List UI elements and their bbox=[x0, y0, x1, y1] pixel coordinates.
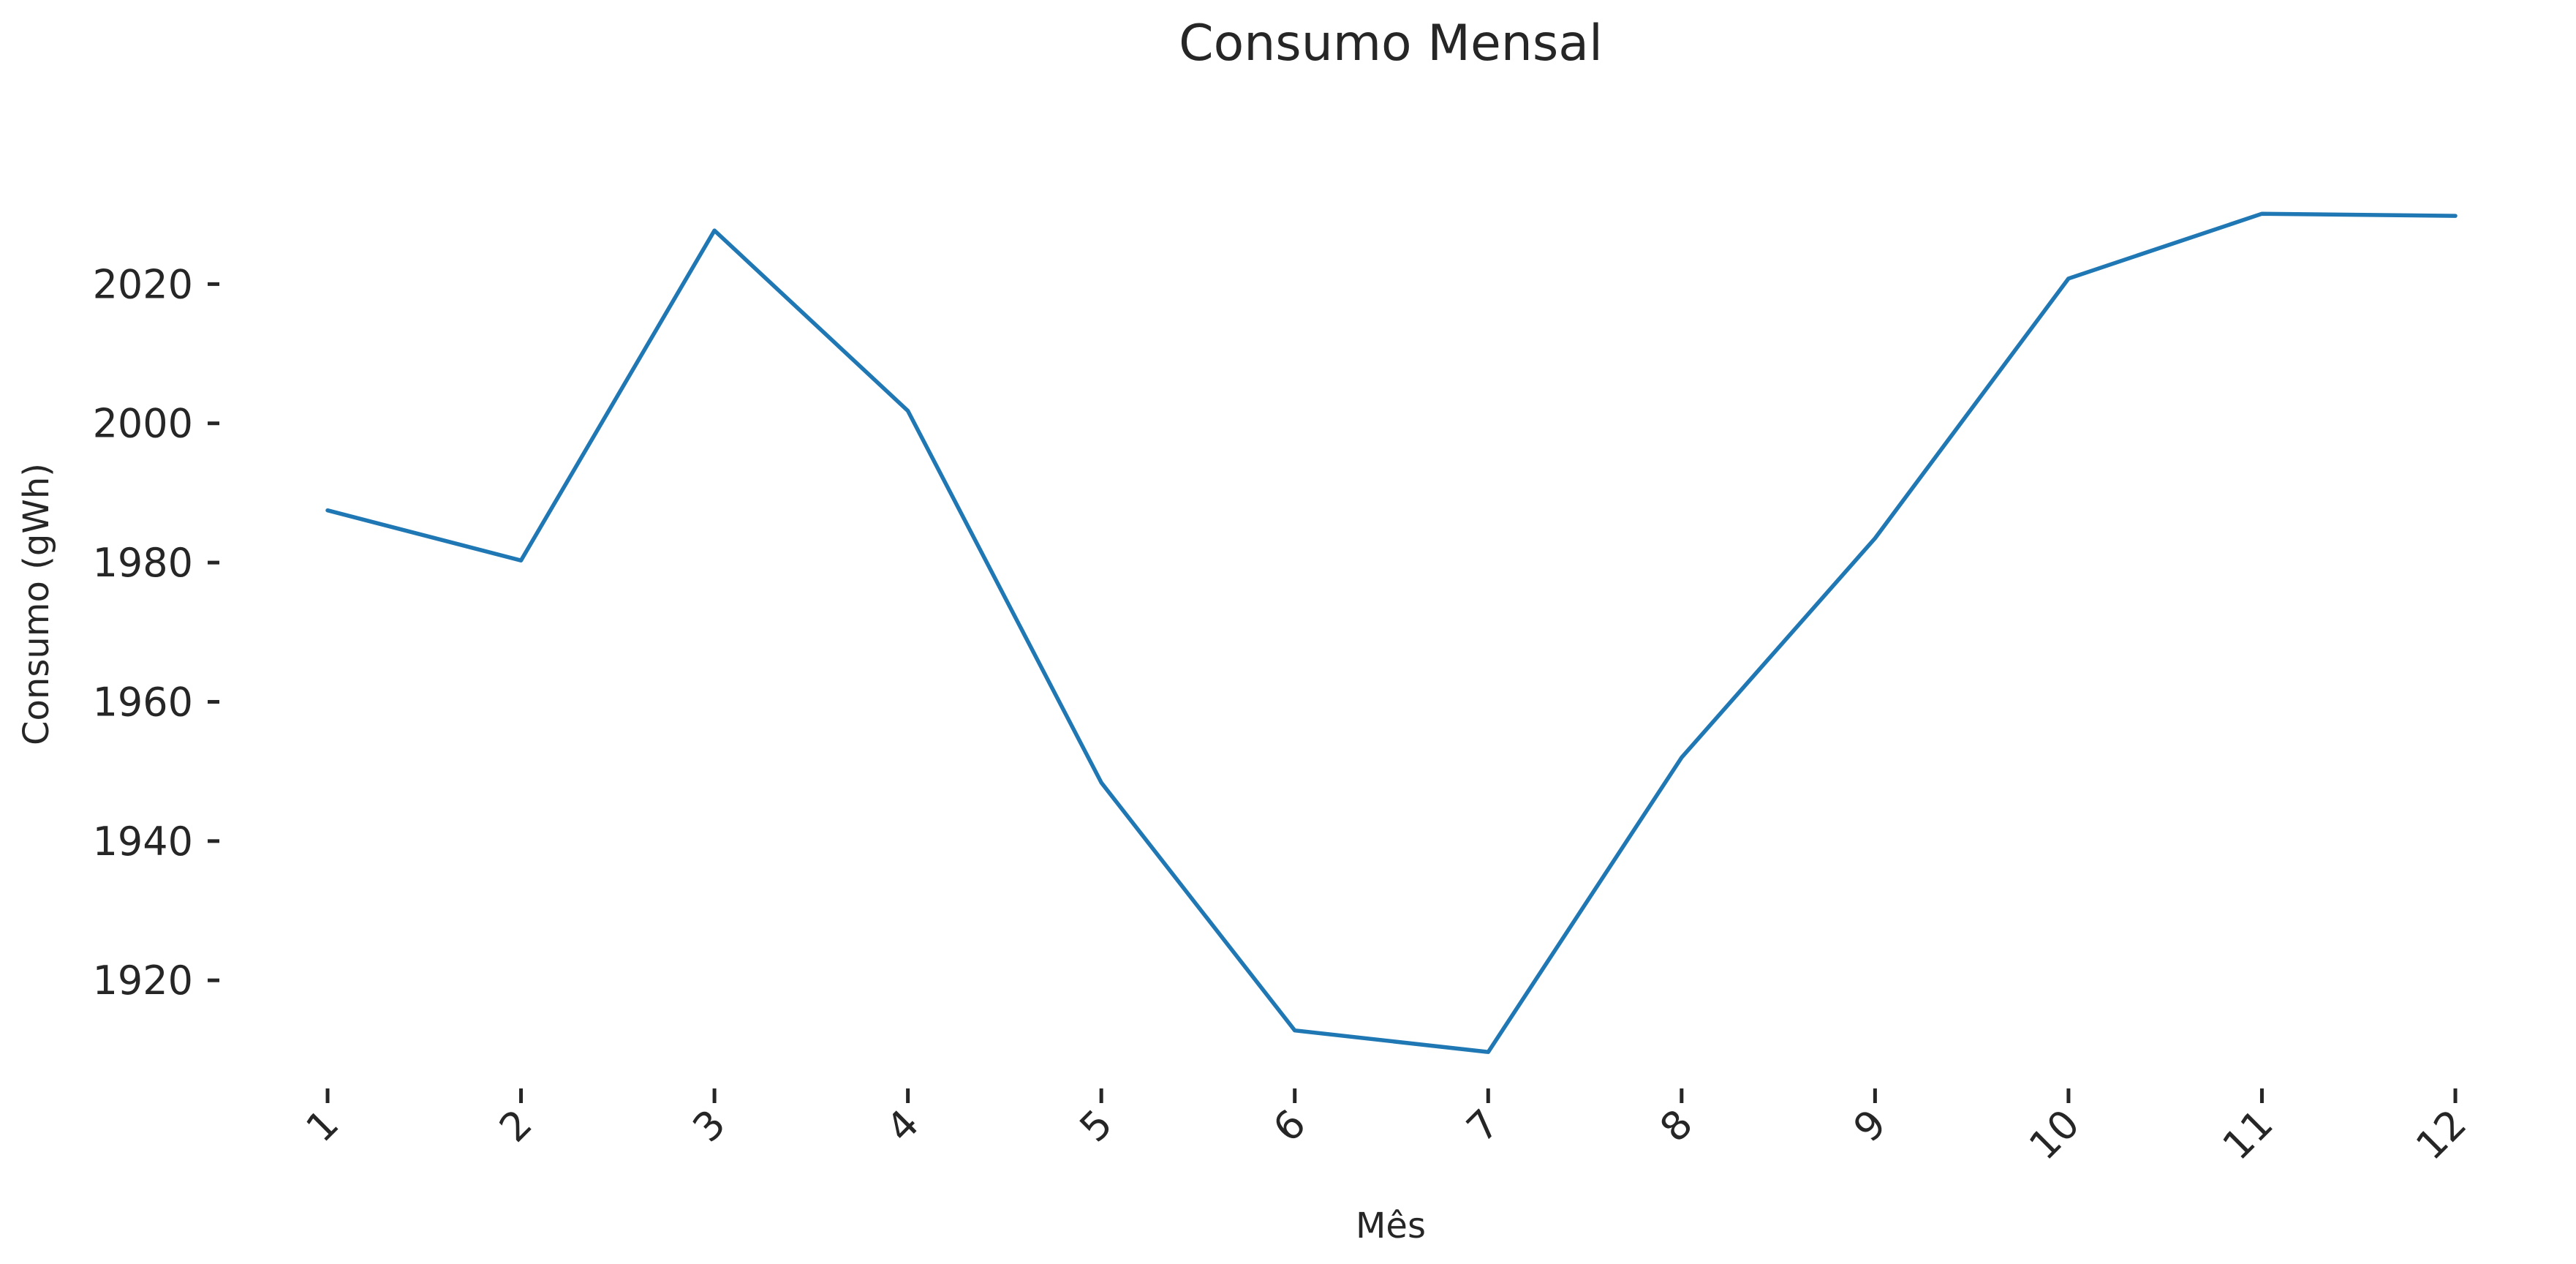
x-tick-label: 4 bbox=[877, 1101, 928, 1151]
y-tick-label: 1920 bbox=[93, 958, 193, 1004]
x-tick-label: 2 bbox=[491, 1101, 541, 1151]
y-tick-label: 1980 bbox=[93, 540, 193, 586]
plot-area bbox=[325, 211, 2458, 1054]
x-tick-label: 6 bbox=[1264, 1101, 1315, 1151]
x-tick-label: 12 bbox=[2407, 1101, 2475, 1169]
x-tick-label: 9 bbox=[1845, 1101, 1895, 1151]
y-axis: 1920 1940 1960 1980 2000 2020 bbox=[93, 261, 219, 1004]
y-tick-label: 1940 bbox=[93, 819, 193, 865]
y-tick-label: 2000 bbox=[93, 401, 193, 447]
x-axis: 1 2 3 4 5 6 7 8 9 10 11 12 bbox=[297, 1088, 2475, 1169]
x-tick-label: 8 bbox=[1651, 1101, 1701, 1151]
x-tick-label: 3 bbox=[684, 1101, 734, 1151]
series-line bbox=[325, 211, 2458, 1054]
x-tick-label: 10 bbox=[2020, 1101, 2088, 1169]
y-tick-label: 2020 bbox=[93, 261, 193, 307]
chart-title: Consumo Mensal bbox=[1179, 15, 1603, 72]
x-tick-label: 5 bbox=[1071, 1101, 1122, 1151]
x-tick-label: 1 bbox=[297, 1101, 347, 1151]
y-tick-label: 1960 bbox=[93, 679, 193, 725]
y-axis-label: Consumo (gWh) bbox=[16, 463, 57, 745]
x-tick-label: 11 bbox=[2214, 1101, 2282, 1169]
x-axis-label: Mês bbox=[1356, 1205, 1426, 1246]
x-tick-label: 7 bbox=[1458, 1101, 1508, 1151]
